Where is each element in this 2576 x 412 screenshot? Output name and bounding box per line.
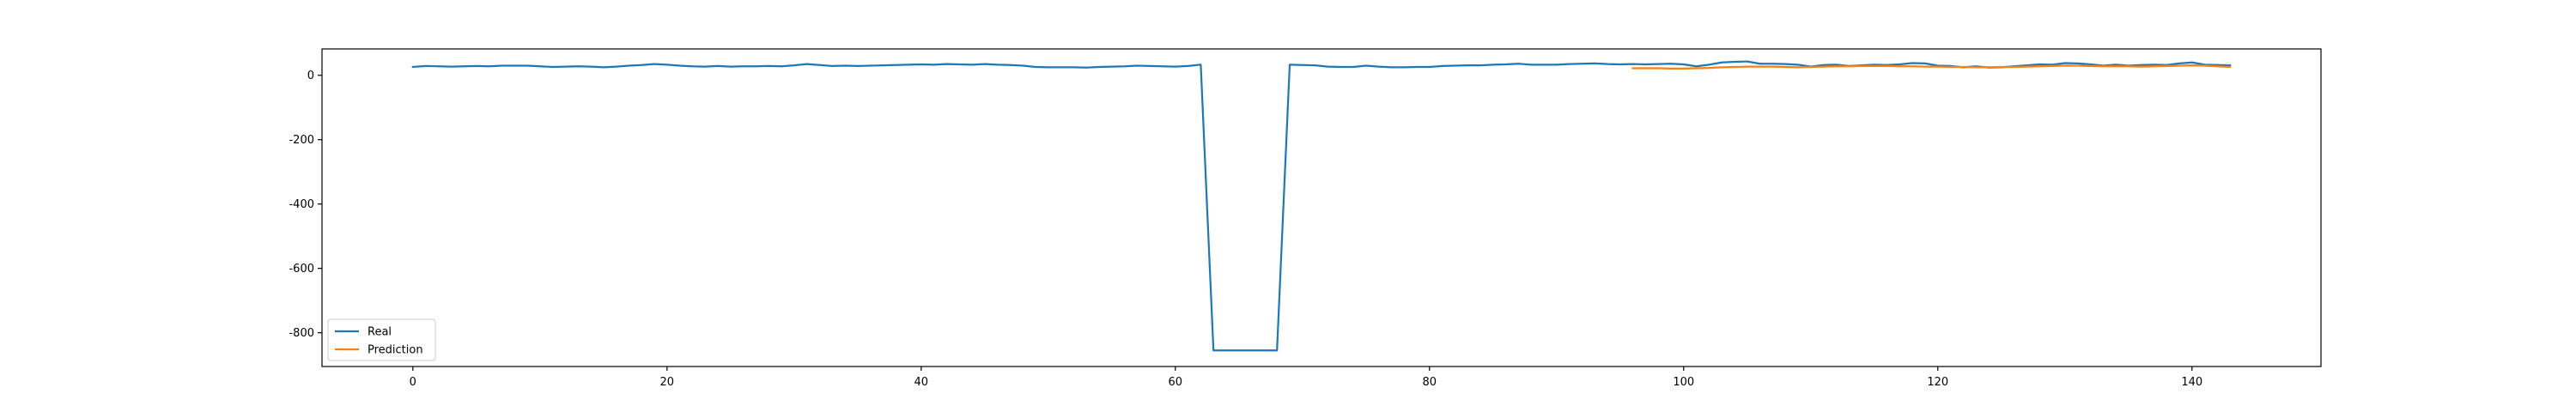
x-tick-label: 80 [1423,376,1437,389]
y-tick-label: -400 [289,198,314,211]
axes-frame [321,48,2322,367]
y-tick-label: 0 [307,70,314,82]
x-tick-label: 140 [2181,376,2202,389]
x-tick-label: 100 [1673,376,1694,389]
legend-label-real: Real [368,326,392,339]
x-tick-label: 40 [914,376,929,389]
legend-label-prediction: Prediction [368,344,423,357]
x-tick-label: 0 [410,376,416,389]
series-line-real [411,60,2232,352]
x-tick-label: 60 [1169,376,1183,389]
y-tick-label: -600 [289,263,314,276]
x-tick-label: 20 [660,376,675,389]
x-tick-label: 120 [1927,376,1948,389]
y-tick-label: -800 [289,327,314,340]
legend: Real Prediction [327,318,436,361]
axes-layer: 0 20 40 60 80 100 120 140 0 -200 -400 -600 -800 [289,48,2322,389]
series-line-prediction [1631,64,2232,70]
y-tick-label: -200 [289,134,314,147]
plot-layer [411,60,2232,352]
